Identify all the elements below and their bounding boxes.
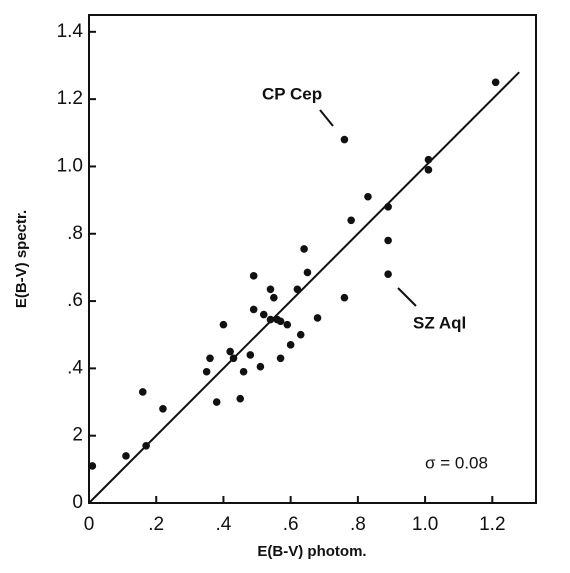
point: [293, 285, 302, 294]
point: [313, 314, 322, 322]
point: [266, 285, 275, 294]
annotation: SZ Aql: [413, 313, 466, 332]
point: [384, 270, 392, 278]
point: [212, 398, 221, 406]
point: [364, 192, 372, 201]
y-tick-label: 1.0: [57, 155, 83, 176]
point: [491, 78, 500, 87]
point: [138, 388, 147, 396]
x-axis-label: E(B-V) photom.: [257, 543, 366, 560]
point: [236, 394, 245, 403]
point: [276, 354, 285, 363]
y-tick-label: .8: [67, 223, 83, 244]
point: [340, 293, 349, 302]
point: [266, 315, 275, 324]
point: [142, 441, 150, 450]
point: [300, 245, 308, 253]
point: [340, 135, 349, 144]
x-tick-label: .2: [148, 514, 164, 535]
point: [229, 354, 238, 363]
y-tick-label: 1.4: [57, 21, 84, 42]
y-tick-label: 0: [72, 492, 83, 513]
point: [249, 305, 258, 314]
point: [202, 367, 211, 376]
point: [226, 347, 234, 356]
point: [296, 330, 305, 339]
point: [276, 317, 285, 326]
x-tick-label: 0: [84, 514, 95, 535]
point: [424, 155, 433, 164]
annotation: σ = 0.08: [425, 453, 488, 472]
point: [239, 367, 248, 376]
leader-line: [319, 109, 334, 127]
point: [270, 293, 278, 302]
x-tick-label: .8: [350, 514, 366, 535]
fit-line: [88, 71, 520, 504]
point: [122, 452, 130, 460]
point: [159, 404, 167, 413]
y-tick-label: .6: [67, 290, 83, 311]
y-axis-label: E(B-V) spectr.: [13, 210, 30, 308]
leader-line: [397, 287, 417, 307]
point: [206, 354, 214, 363]
point: [286, 341, 295, 349]
point: [256, 362, 265, 371]
point: [246, 351, 255, 359]
y-tick-label: 1.2: [57, 88, 83, 109]
annotation: CP Cep: [262, 84, 322, 103]
x-tick-label: 1.2: [479, 514, 505, 535]
x-tick-label: 1.0: [412, 514, 438, 535]
y-tick-label: .4: [67, 357, 83, 378]
plot-frame: [88, 14, 537, 504]
point: [384, 236, 392, 245]
point: [88, 462, 97, 470]
x-tick-label: .6: [283, 514, 299, 535]
point: [347, 216, 355, 225]
point: [283, 320, 292, 329]
y-tick-label: 2: [72, 425, 83, 446]
point: [424, 166, 433, 174]
point: [384, 203, 392, 211]
point: [259, 310, 268, 319]
point: [303, 268, 312, 277]
point: [249, 272, 258, 280]
point: [219, 320, 228, 329]
x-tick-label: .4: [216, 514, 232, 535]
